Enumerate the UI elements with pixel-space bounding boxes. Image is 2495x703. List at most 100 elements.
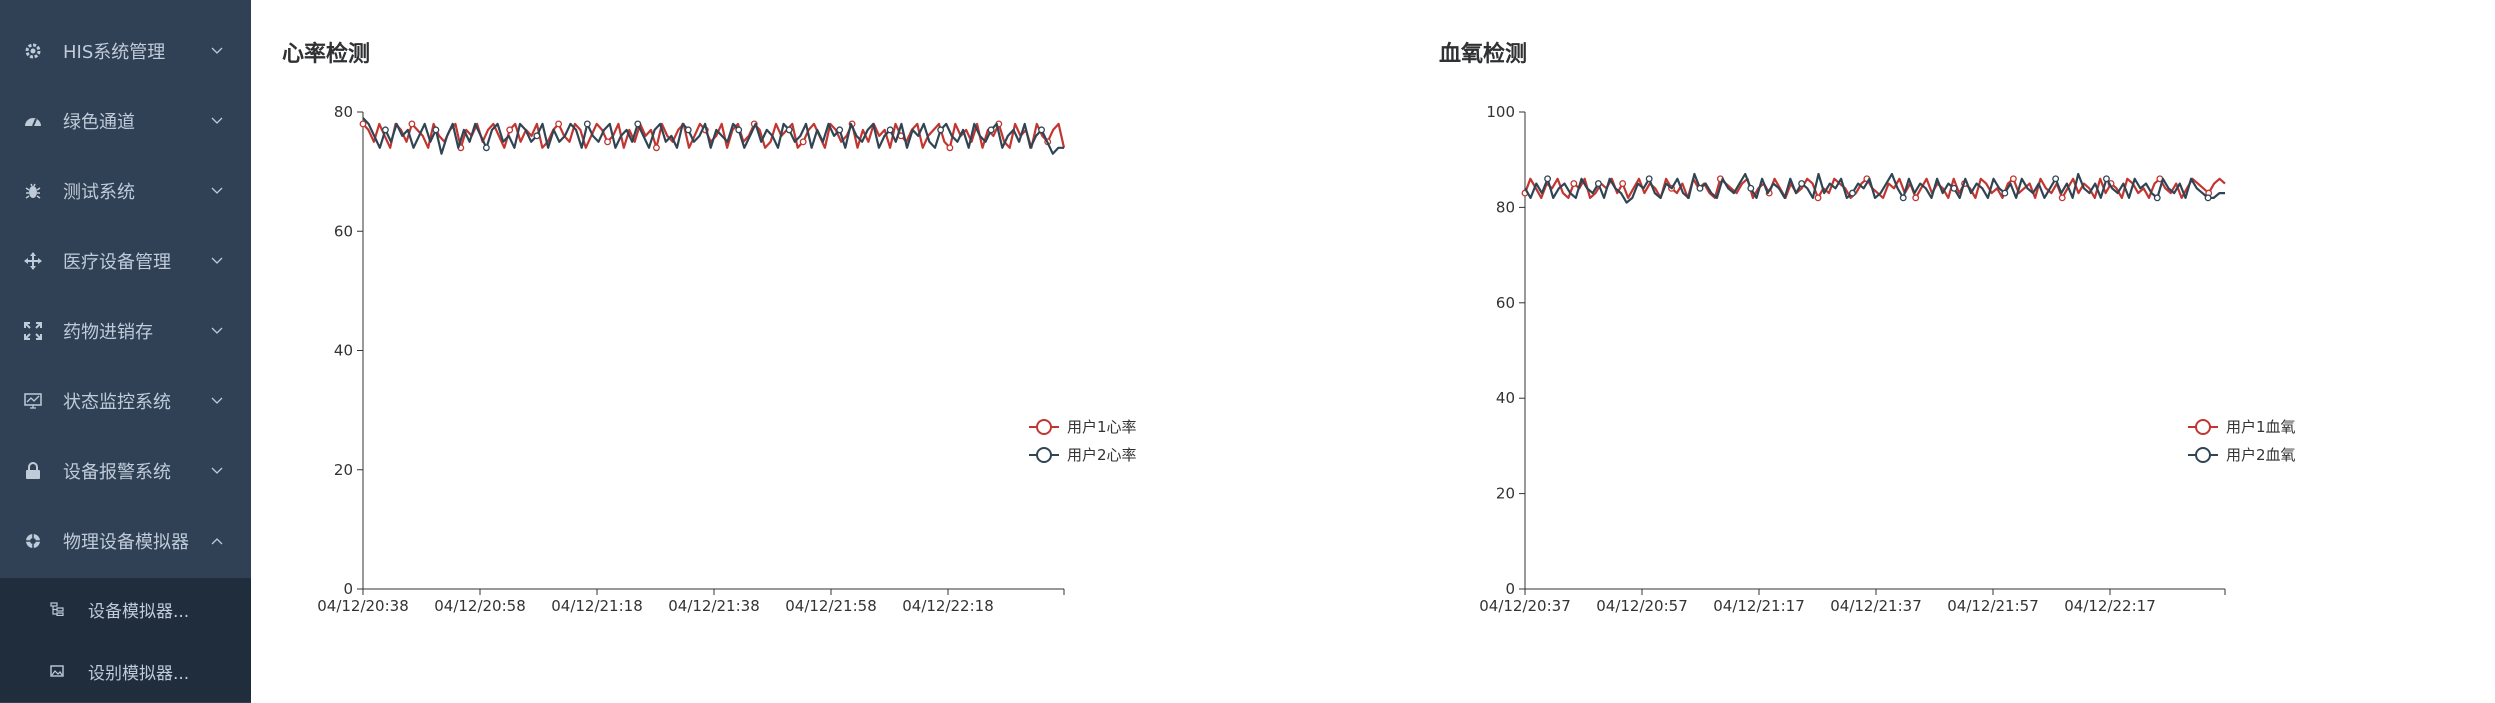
data-point bbox=[2001, 189, 2009, 197]
sidebar-subitem-label: 设备模拟器... bbox=[88, 601, 190, 622]
sidebar-subitem-simulator-2[interactable]: 设别模拟器... bbox=[0, 640, 251, 702]
blood-oxygen-panel: 血氧检测 0 20 40 60 80 100 04/12/20:37 04/12/20:57 0… bbox=[1408, 0, 2495, 703]
bug-icon bbox=[22, 180, 44, 202]
y-tick-label: 0 bbox=[343, 580, 353, 598]
legend-marker bbox=[2195, 419, 2211, 435]
chevron-down-icon bbox=[211, 395, 223, 407]
sidebar-subitem-label: 设别模拟器... bbox=[88, 663, 190, 684]
sidebar-item-label: 物理设备模拟器 bbox=[63, 532, 189, 553]
x-tick-label: 04/12/21:57 bbox=[1947, 597, 2039, 615]
x-tick-label: 04/12/20:37 bbox=[1479, 597, 1571, 615]
data-point bbox=[735, 126, 743, 134]
legend-marker bbox=[2195, 447, 2211, 463]
legend-label: 用户2血氧 bbox=[2226, 446, 2296, 464]
x-tick-label: 04/12/21:17 bbox=[1713, 597, 1805, 615]
monitor-icon bbox=[22, 390, 44, 412]
data-point bbox=[506, 126, 514, 134]
data-point bbox=[886, 126, 894, 134]
lock-icon bbox=[22, 460, 44, 482]
sidebar-item-status-monitor[interactable]: 状态监控系统 bbox=[0, 366, 251, 436]
data-point bbox=[785, 126, 793, 134]
component-icon bbox=[22, 530, 44, 552]
data-point bbox=[1912, 194, 1920, 202]
legend-label: 用户1血氧 bbox=[2226, 418, 2296, 436]
y-tick-label: 40 bbox=[334, 342, 353, 360]
data-point bbox=[1899, 194, 1907, 202]
series-line bbox=[362, 117, 1064, 155]
data-point bbox=[634, 120, 642, 128]
sidebar-item-label: 绿色通道 bbox=[63, 112, 135, 133]
data-point bbox=[1747, 184, 1755, 192]
x-tick-label: 04/12/22:18 bbox=[902, 597, 994, 615]
x-tick-label: 04/12/20:38 bbox=[317, 597, 409, 615]
data-point bbox=[1814, 194, 1822, 202]
data-point bbox=[408, 120, 416, 128]
legend-label: 用户1心率 bbox=[1067, 418, 1137, 436]
chevron-up-icon bbox=[211, 535, 223, 547]
data-point bbox=[1038, 126, 1046, 134]
sidebar-item-device-simulator[interactable]: 物理设备模拟器 bbox=[0, 506, 251, 576]
chevron-down-icon bbox=[211, 325, 223, 337]
data-point bbox=[2103, 175, 2110, 183]
x-tick-label: 04/12/20:58 bbox=[434, 597, 526, 615]
y-tick-label: 40 bbox=[1496, 389, 1515, 407]
dashboard-icon bbox=[22, 110, 44, 132]
legend-marker bbox=[1036, 447, 1052, 463]
y-tick-label: 80 bbox=[334, 103, 353, 121]
sidebar-item-label: 状态监控系统 bbox=[63, 392, 171, 413]
data-point bbox=[684, 126, 692, 134]
gear-icon bbox=[22, 40, 44, 62]
sidebar-item-test-system[interactable]: 测试系统 bbox=[0, 156, 251, 226]
y-tick-label: 60 bbox=[334, 222, 353, 240]
sidebar-subitem-device-simulator[interactable]: 设备模拟器... bbox=[0, 578, 251, 640]
image-icon bbox=[49, 663, 65, 679]
data-point bbox=[1950, 184, 1958, 192]
data-point bbox=[1570, 180, 1578, 187]
sidebar-item-label: HIS系统管理 bbox=[63, 42, 166, 63]
data-point bbox=[2052, 175, 2060, 183]
y-tick-label: 20 bbox=[1496, 485, 1515, 503]
x-tick-label: 04/12/21:58 bbox=[785, 597, 877, 615]
legend-marker bbox=[1036, 419, 1052, 435]
legend-label: 用户2心率 bbox=[1067, 446, 1137, 464]
data-point bbox=[2009, 175, 2017, 183]
data-point bbox=[799, 138, 807, 146]
panel-title: 心率检测 bbox=[282, 42, 371, 67]
heart-rate-panel: 心率检测 0 20 40 60 80 04/12/20:38 04/12/20:58 04/1… bbox=[251, 0, 1401, 703]
data-point bbox=[2153, 194, 2161, 202]
data-point bbox=[583, 120, 591, 128]
data-point bbox=[432, 126, 440, 134]
sidebar-item-green-channel[interactable]: 绿色通道 bbox=[0, 86, 251, 156]
x-tick-label: 04/12/21:38 bbox=[668, 597, 760, 615]
sidebar-item-his[interactable]: HIS系统管理 bbox=[0, 16, 251, 86]
y-tick-label: 0 bbox=[1505, 580, 1515, 598]
chevron-down-icon bbox=[211, 45, 223, 57]
chevron-down-icon bbox=[211, 185, 223, 197]
data-point bbox=[2204, 194, 2212, 202]
data-point bbox=[987, 126, 995, 134]
data-point bbox=[604, 138, 611, 146]
data-point bbox=[1798, 180, 1806, 187]
y-tick-label: 100 bbox=[1486, 103, 1515, 121]
y-tick-label: 80 bbox=[1496, 198, 1515, 216]
sidebar-item-device-alarm[interactable]: 设备报警系统 bbox=[0, 436, 251, 506]
x-tick-label: 04/12/21:18 bbox=[551, 597, 643, 615]
data-point bbox=[1619, 180, 1627, 187]
data-point bbox=[1594, 180, 1602, 187]
sidebar-item-label: 测试系统 bbox=[63, 182, 135, 203]
data-point bbox=[1848, 189, 1856, 197]
sidebar-item-label: 设备报警系统 bbox=[63, 462, 171, 483]
data-point bbox=[555, 120, 563, 128]
x-tick-label: 04/12/20:57 bbox=[1596, 597, 1688, 615]
data-point bbox=[1696, 184, 1704, 192]
data-point bbox=[1645, 175, 1653, 183]
tree-icon bbox=[49, 601, 65, 617]
chevron-down-icon bbox=[211, 255, 223, 267]
x-tick-label: 04/12/21:37 bbox=[1830, 597, 1922, 615]
data-point bbox=[652, 144, 660, 152]
sidebar-item-pharmacy[interactable]: 药物进销存 bbox=[0, 296, 251, 366]
sidebar-item-medical-devices[interactable]: 医疗设备管理 bbox=[0, 226, 251, 296]
chevron-down-icon bbox=[211, 115, 223, 127]
blood-oxygen-chart: 0 20 40 60 80 100 04/12/20:37 04/12/20:57 04/12/… bbox=[1479, 103, 2296, 615]
chevron-down-icon bbox=[211, 465, 223, 477]
